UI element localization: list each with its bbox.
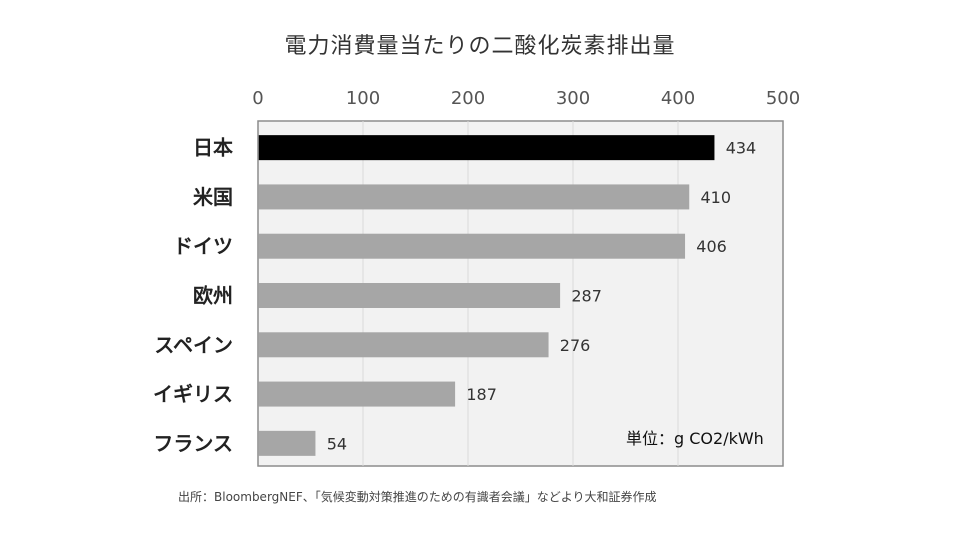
x-axis-ticks: 0 100 200 300 400 500 [252, 88, 800, 109]
category-label: イギリス [153, 382, 233, 406]
bar [258, 332, 549, 358]
data-label: 54 [327, 434, 347, 453]
category-label: 日本 [193, 136, 233, 160]
bar [258, 135, 715, 161]
bar [258, 233, 686, 259]
data-label: 187 [466, 385, 497, 404]
data-label: 406 [696, 237, 727, 256]
category-label: 米国 [193, 185, 233, 209]
category-label: ドイツ [173, 234, 233, 258]
data-label: 434 [726, 139, 757, 158]
category-label: 欧州 [193, 284, 233, 308]
x-tick-label: 400 [661, 88, 695, 109]
bar [258, 184, 690, 210]
bar [258, 430, 316, 456]
chart-title: 電力消費量当たりの二酸化炭素排出量 [284, 34, 676, 59]
category-label: スペイン [154, 333, 233, 357]
bar [258, 283, 561, 308]
x-tick-label: 200 [451, 88, 485, 109]
x-tick-label: 100 [346, 88, 380, 109]
data-label: 410 [701, 188, 732, 207]
data-label: 287 [571, 287, 602, 306]
data-labels: 434 410 406 287 276 187 54 [327, 139, 757, 454]
unit-note: 単位：g CO2/kWh [626, 429, 764, 448]
x-tick-label: 0 [252, 88, 263, 109]
category-label: フランス [153, 431, 233, 455]
x-tick-label: 500 [766, 88, 800, 109]
bar [258, 381, 456, 407]
data-label: 276 [560, 336, 591, 355]
bars [258, 135, 715, 456]
x-tick-label: 300 [556, 88, 590, 109]
source-note: 出所：BloombergNEF、「気候変動対策推進のための有識者会議」などより大… [178, 490, 657, 504]
